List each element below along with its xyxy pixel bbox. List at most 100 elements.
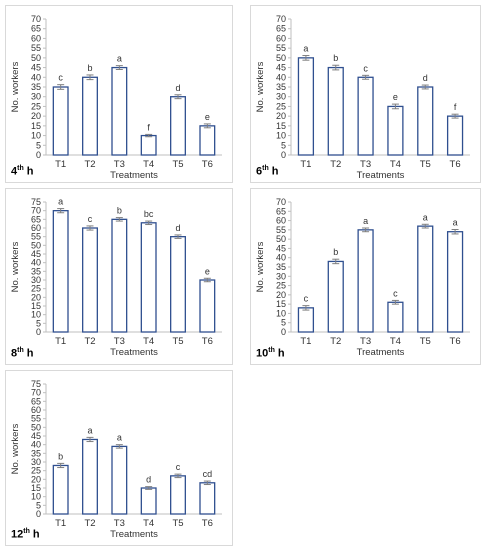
chart-panel-8h: 0 5 10 15 20 25 30 35 40 45 50 55 60 65 70 75 No. worker… (5, 188, 233, 365)
error-bar (421, 223, 429, 229)
bar (446, 231, 464, 333)
significance-letter: a (117, 433, 122, 443)
y-tick-label: 35 (276, 82, 286, 92)
y-tick-label: 55 (31, 43, 41, 53)
y-tick-label: 70 (276, 14, 286, 24)
y-tick-label: 35 (31, 82, 41, 92)
y-tick-label: 45 (31, 249, 41, 259)
x-axis-label: Treatments (357, 170, 405, 181)
y-tick-label: 20 (276, 111, 286, 121)
y-axis-label: No. workers (10, 423, 21, 474)
x-axis-label: Treatments (110, 347, 158, 358)
error-bar (302, 55, 310, 61)
bar (417, 86, 434, 156)
x-tick-label: T3 (360, 336, 371, 347)
y-tick-label: 0 (281, 327, 286, 337)
panel-label-8h: 8th h (11, 347, 34, 360)
error-bar (145, 220, 153, 226)
y-tick-label: 30 (31, 92, 41, 102)
y-axis-label: No. workers (255, 241, 266, 292)
chart-panel-4h: 0 5 10 15 20 25 30 35 40 45 50 55 60 65 70 No. workers c… (5, 5, 233, 183)
y-tick-label: 20 (31, 474, 41, 484)
significance-letter: c (58, 73, 63, 83)
y-tick-label: 45 (276, 243, 286, 253)
significance-letter: e (205, 266, 210, 276)
y-tick-label: 5 (36, 140, 41, 150)
x-tick-label: T4 (143, 518, 154, 529)
y-tick-label: 40 (31, 258, 41, 268)
bar (52, 464, 69, 515)
x-tick-label: T3 (114, 518, 125, 529)
y-tick-label: 0 (36, 509, 41, 519)
y-tick-label: 45 (31, 431, 41, 441)
error-bar (174, 473, 182, 479)
x-tick-label: T6 (450, 159, 461, 170)
significance-letter: c (88, 214, 93, 224)
x-tick-label: T2 (84, 159, 95, 170)
x-axis-label: Treatments (110, 529, 158, 540)
bar (111, 66, 128, 156)
significance-letter: c (176, 462, 181, 472)
y-tick-label: 55 (31, 232, 41, 242)
x-tick-label: T1 (55, 518, 66, 529)
bar (140, 222, 157, 333)
error-bar (145, 486, 153, 490)
error-bar (332, 64, 340, 71)
significance-letter: bc (144, 209, 154, 219)
x-tick-label: T6 (450, 336, 461, 347)
error-bar (302, 305, 310, 311)
x-tick-label: T4 (390, 159, 401, 170)
y-tick-label: 0 (281, 150, 286, 160)
y-axis-label: No. workers (10, 241, 21, 292)
y-tick-label: 50 (31, 240, 41, 250)
y-tick-label: 55 (31, 414, 41, 424)
bar (297, 57, 315, 156)
y-tick-label: 30 (276, 92, 286, 102)
significance-letter: d (175, 223, 180, 233)
error-bar (86, 74, 94, 81)
error-bar (332, 258, 340, 265)
x-tick-label: T3 (114, 336, 125, 347)
y-tick-label: 20 (31, 292, 41, 302)
y-tick-label: 15 (31, 301, 41, 311)
y-tick-label: 10 (276, 131, 286, 141)
x-tick-label: T3 (360, 159, 371, 170)
y-tick-label: 50 (276, 53, 286, 63)
error-bar (451, 228, 459, 235)
significance-letter: a (87, 425, 92, 435)
y-tick-label: 65 (276, 206, 286, 216)
y-tick-label: 70 (31, 206, 41, 216)
x-tick-label: T1 (300, 336, 311, 347)
error-bar (86, 225, 94, 231)
chart-panel-12h: 0 5 10 15 20 25 30 35 40 45 50 55 60 65 70 75 No. worker… (5, 370, 233, 546)
y-tick-label: 65 (31, 24, 41, 34)
y-tick-label: 60 (276, 216, 286, 226)
x-tick-label: T1 (300, 159, 311, 170)
y-tick-label: 45 (31, 63, 41, 73)
significance-letter: b (58, 451, 63, 461)
y-tick-label: 75 (31, 379, 41, 389)
error-bar (203, 480, 211, 486)
y-tick-label: 25 (276, 281, 286, 291)
panel-label-6h: 6th h (256, 165, 279, 178)
y-tick-label: 0 (36, 327, 41, 337)
significance-letter: d (175, 83, 180, 93)
significance-letter: a (453, 217, 458, 227)
significance-letter: a (423, 212, 428, 222)
y-tick-label: 40 (31, 72, 41, 82)
error-bar (203, 277, 211, 283)
y-tick-label: 5 (281, 318, 286, 328)
y-tick-label: 50 (276, 234, 286, 244)
y-tick-label: 60 (31, 405, 41, 415)
x-tick-label: T5 (420, 336, 431, 347)
error-bar (362, 227, 370, 233)
bar (357, 76, 374, 156)
y-tick-label: 70 (276, 197, 286, 207)
y-axis-label: No. workers (10, 61, 21, 112)
significance-letter: d (423, 73, 428, 83)
significance-letter: c (393, 288, 398, 298)
y-tick-label: 45 (276, 63, 286, 73)
